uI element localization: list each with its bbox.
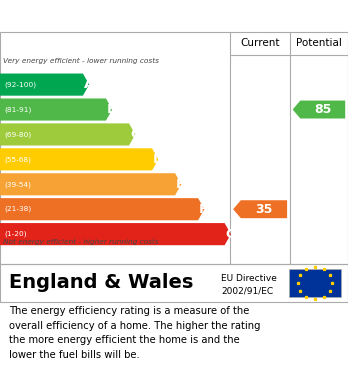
Polygon shape bbox=[0, 148, 158, 170]
Text: 2002/91/EC: 2002/91/EC bbox=[221, 286, 273, 295]
Polygon shape bbox=[0, 223, 231, 245]
Text: C: C bbox=[130, 128, 140, 141]
Text: The energy efficiency rating is a measure of the
overall efficiency of a home. T: The energy efficiency rating is a measur… bbox=[9, 307, 260, 360]
Polygon shape bbox=[0, 124, 135, 145]
Text: (92-100): (92-100) bbox=[4, 81, 36, 88]
Text: B: B bbox=[107, 103, 117, 116]
FancyBboxPatch shape bbox=[289, 269, 341, 298]
Text: Current: Current bbox=[240, 38, 280, 48]
Text: England & Wales: England & Wales bbox=[9, 273, 193, 292]
Text: A: A bbox=[84, 78, 94, 91]
Text: (1-20): (1-20) bbox=[4, 231, 27, 237]
Polygon shape bbox=[293, 100, 345, 118]
Text: Not energy efficient - higher running costs: Not energy efficient - higher running co… bbox=[3, 239, 159, 246]
Text: (81-91): (81-91) bbox=[4, 106, 32, 113]
Polygon shape bbox=[0, 173, 181, 196]
Polygon shape bbox=[0, 198, 204, 220]
Text: Energy Efficiency Rating: Energy Efficiency Rating bbox=[9, 9, 230, 23]
Polygon shape bbox=[233, 200, 287, 218]
Text: (39-54): (39-54) bbox=[4, 181, 31, 188]
Polygon shape bbox=[0, 74, 89, 96]
Text: G: G bbox=[226, 228, 237, 240]
Text: (55-68): (55-68) bbox=[4, 156, 31, 163]
Text: 85: 85 bbox=[314, 103, 331, 116]
Text: 35: 35 bbox=[255, 203, 272, 216]
Polygon shape bbox=[0, 99, 112, 120]
Text: EU Directive: EU Directive bbox=[221, 274, 277, 283]
Text: Very energy efficient - lower running costs: Very energy efficient - lower running co… bbox=[3, 58, 159, 65]
Text: E: E bbox=[176, 178, 185, 191]
Text: F: F bbox=[199, 203, 208, 216]
Text: (69-80): (69-80) bbox=[4, 131, 31, 138]
Text: Potential: Potential bbox=[296, 38, 342, 48]
Text: (21-38): (21-38) bbox=[4, 206, 31, 212]
Text: D: D bbox=[153, 153, 164, 166]
